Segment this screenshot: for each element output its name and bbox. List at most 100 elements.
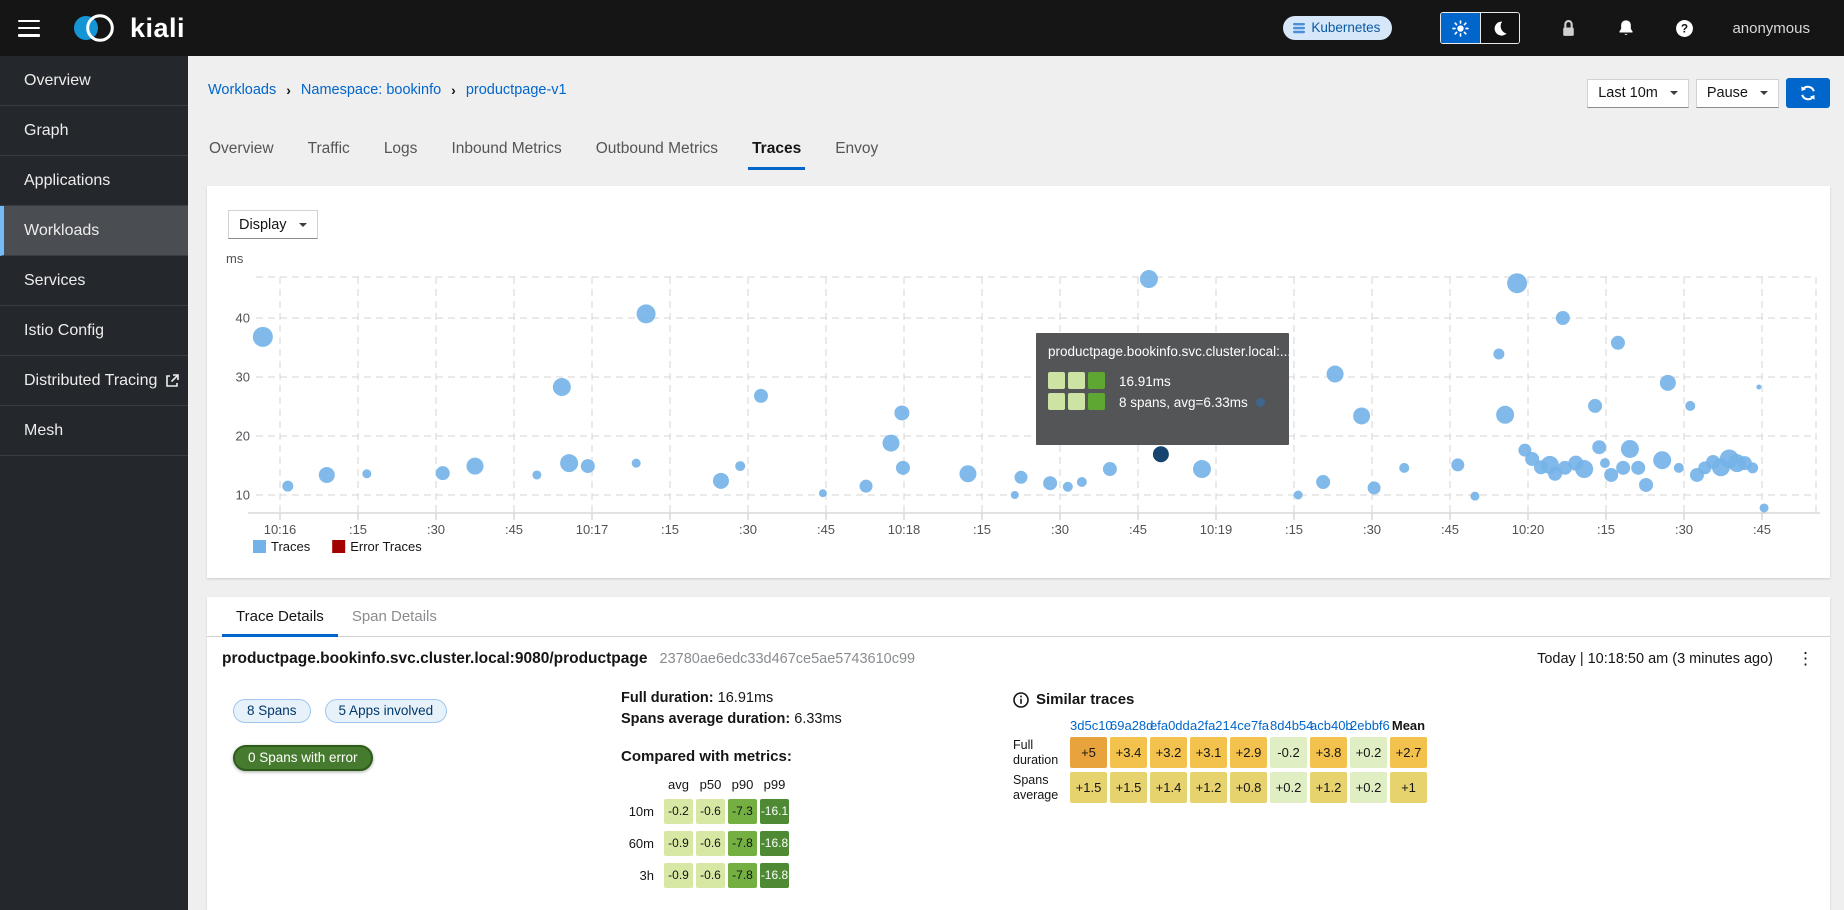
tab-overview[interactable]: Overview <box>209 140 274 157</box>
tab-outbound-metrics[interactable]: Outbound Metrics <box>595 140 719 157</box>
hamburger-menu-icon[interactable] <box>18 19 40 37</box>
trace-bubble[interactable] <box>1062 481 1073 492</box>
tab-envoy[interactable]: Envoy <box>835 140 879 157</box>
trace-bubble[interactable] <box>532 470 542 480</box>
trace-bubble[interactable] <box>1557 460 1572 475</box>
trace-bubble[interactable] <box>894 405 910 421</box>
lock-button[interactable] <box>1560 19 1577 38</box>
tab-traffic[interactable]: Traffic <box>307 140 350 157</box>
trace-bubble[interactable] <box>1525 452 1540 467</box>
sidebar-item-overview[interactable]: Overview <box>0 56 188 106</box>
detail-tab-trace-details[interactable]: Trace Details <box>222 597 338 637</box>
trace-bubble[interactable] <box>712 472 729 489</box>
trace-bubble[interactable] <box>1496 405 1515 424</box>
trace-bubble[interactable] <box>636 304 656 324</box>
trace-bubble[interactable] <box>1592 440 1607 455</box>
trace-bubble[interactable] <box>1575 460 1594 479</box>
breadcrumb-link-1[interactable]: Namespace: bookinfo <box>300 82 442 98</box>
trace-bubble[interactable] <box>882 434 900 452</box>
tab-inbound-metrics[interactable]: Inbound Metrics <box>451 140 562 157</box>
trace-bubble[interactable] <box>1399 462 1410 473</box>
similar-trace-link-efa0dd[interactable]: efa0dd <box>1150 718 1190 733</box>
trace-bubble[interactable] <box>466 457 484 475</box>
similar-trace-link-2ebbf6[interactable]: 2ebbf6 <box>1350 718 1390 733</box>
trace-bubble[interactable] <box>318 466 335 483</box>
notifications-button[interactable] <box>1617 19 1635 37</box>
trace-bubble[interactable] <box>580 459 595 474</box>
trace-bubble[interactable] <box>1756 384 1762 390</box>
light-theme-button[interactable] <box>1441 13 1481 43</box>
trace-bubble[interactable] <box>1610 335 1625 350</box>
trace-bubble[interactable] <box>1014 470 1028 484</box>
trace-bubble[interactable] <box>1353 407 1371 425</box>
trace-bubble[interactable] <box>1673 462 1684 473</box>
sidebar-item-istio-config[interactable]: Istio Config <box>0 306 188 356</box>
trace-bubble[interactable] <box>1747 462 1759 474</box>
similar-trace-link-acb40b[interactable]: acb40b <box>1310 718 1353 733</box>
sidebar-item-distributed-tracing[interactable]: Distributed Tracing <box>0 356 188 406</box>
user-name[interactable]: anonymous <box>1732 19 1810 37</box>
trace-bubble[interactable] <box>552 378 571 397</box>
tab-logs[interactable]: Logs <box>383 140 418 157</box>
kebab-menu-icon[interactable]: ⋮ <box>1797 649 1814 668</box>
refresh-button[interactable] <box>1786 78 1830 108</box>
badge-5-apps-involved[interactable]: 5 Apps involved <box>324 699 448 723</box>
trace-bubble[interactable] <box>1604 467 1619 482</box>
trace-bubble[interactable] <box>1139 270 1158 289</box>
help-button[interactable]: ? <box>1675 19 1694 38</box>
trace-bubble[interactable] <box>959 465 977 483</box>
trace-bubble[interactable] <box>1451 458 1465 472</box>
trace-bubble[interactable] <box>818 489 827 498</box>
badge-8-spans[interactable]: 8 Spans <box>233 699 311 723</box>
trace-bubble[interactable] <box>859 479 873 493</box>
cluster-badge[interactable]: Kubernetes <box>1283 16 1393 40</box>
trace-bubble[interactable] <box>560 454 579 473</box>
trace-bubble[interactable] <box>1588 398 1603 413</box>
trace-bubble[interactable] <box>362 469 372 479</box>
breadcrumb-link-0[interactable]: Workloads <box>208 82 277 98</box>
detail-tab-span-details[interactable]: Span Details <box>351 608 437 625</box>
dark-theme-button[interactable] <box>1480 13 1520 43</box>
trace-bubble[interactable] <box>1493 348 1505 360</box>
trace-bubble[interactable] <box>1043 476 1058 491</box>
similar-trace-link-a2fa21[interactable]: a2fa21 <box>1190 718 1230 733</box>
sidebar-item-graph[interactable]: Graph <box>0 106 188 156</box>
trace-bubble[interactable] <box>735 461 746 472</box>
trace-bubble[interactable] <box>1192 460 1211 479</box>
similar-trace-link-3d5c10[interactable]: 3d5c10 <box>1070 718 1113 733</box>
trace-bubble[interactable] <box>895 460 910 475</box>
trace-bubble[interactable] <box>1367 481 1381 495</box>
breadcrumb-link-2[interactable]: productpage-v1 <box>465 82 567 98</box>
trace-bubble[interactable] <box>252 326 273 347</box>
trace-bubble[interactable] <box>754 388 768 403</box>
sidebar-item-applications[interactable]: Applications <box>0 156 188 206</box>
trace-bubble[interactable] <box>1555 311 1570 325</box>
trace-bubble[interactable] <box>631 458 641 468</box>
similar-trace-link-8d4b54[interactable]: 8d4b54 <box>1270 718 1314 733</box>
trace-bubble[interactable] <box>1316 475 1331 490</box>
trace-bubble[interactable] <box>1010 491 1019 499</box>
trace-bubble[interactable] <box>1293 490 1303 500</box>
trace-bubble[interactable] <box>1620 439 1639 458</box>
trace-bubble[interactable] <box>1599 458 1610 469</box>
trace-bubble[interactable] <box>1616 460 1631 475</box>
trace-bubble[interactable] <box>282 480 294 492</box>
trace-bubble[interactable] <box>1631 460 1646 475</box>
sidebar-item-mesh[interactable]: Mesh <box>0 406 188 456</box>
sidebar-item-workloads[interactable]: Workloads <box>0 206 188 256</box>
trace-bubble[interactable] <box>1653 451 1672 470</box>
selected-trace-bubble[interactable] <box>1152 446 1169 463</box>
duration-select[interactable]: Last 10m <box>1587 78 1689 108</box>
trace-bubble[interactable] <box>1685 400 1696 411</box>
trace-bubble[interactable] <box>435 466 450 481</box>
trace-bubble[interactable] <box>1076 477 1087 488</box>
refresh-interval-select[interactable]: Pause <box>1695 78 1779 108</box>
similar-trace-link-69a28d[interactable]: 69a28d <box>1110 718 1154 733</box>
traces-scatter-chart[interactable]: 10 20 30 40 ms 10:16:15:30:45 10:17:15:30:45 10… <box>215 248 1825 558</box>
similar-trace-link-4ce7fa[interactable]: 4ce7fa <box>1230 718 1270 733</box>
trace-bubble[interactable] <box>1470 491 1480 501</box>
trace-bubble[interactable] <box>1102 462 1117 477</box>
display-dropdown[interactable]: Display <box>228 210 318 239</box>
sidebar-item-services[interactable]: Services <box>0 256 188 306</box>
trace-bubble[interactable] <box>1507 273 1528 294</box>
